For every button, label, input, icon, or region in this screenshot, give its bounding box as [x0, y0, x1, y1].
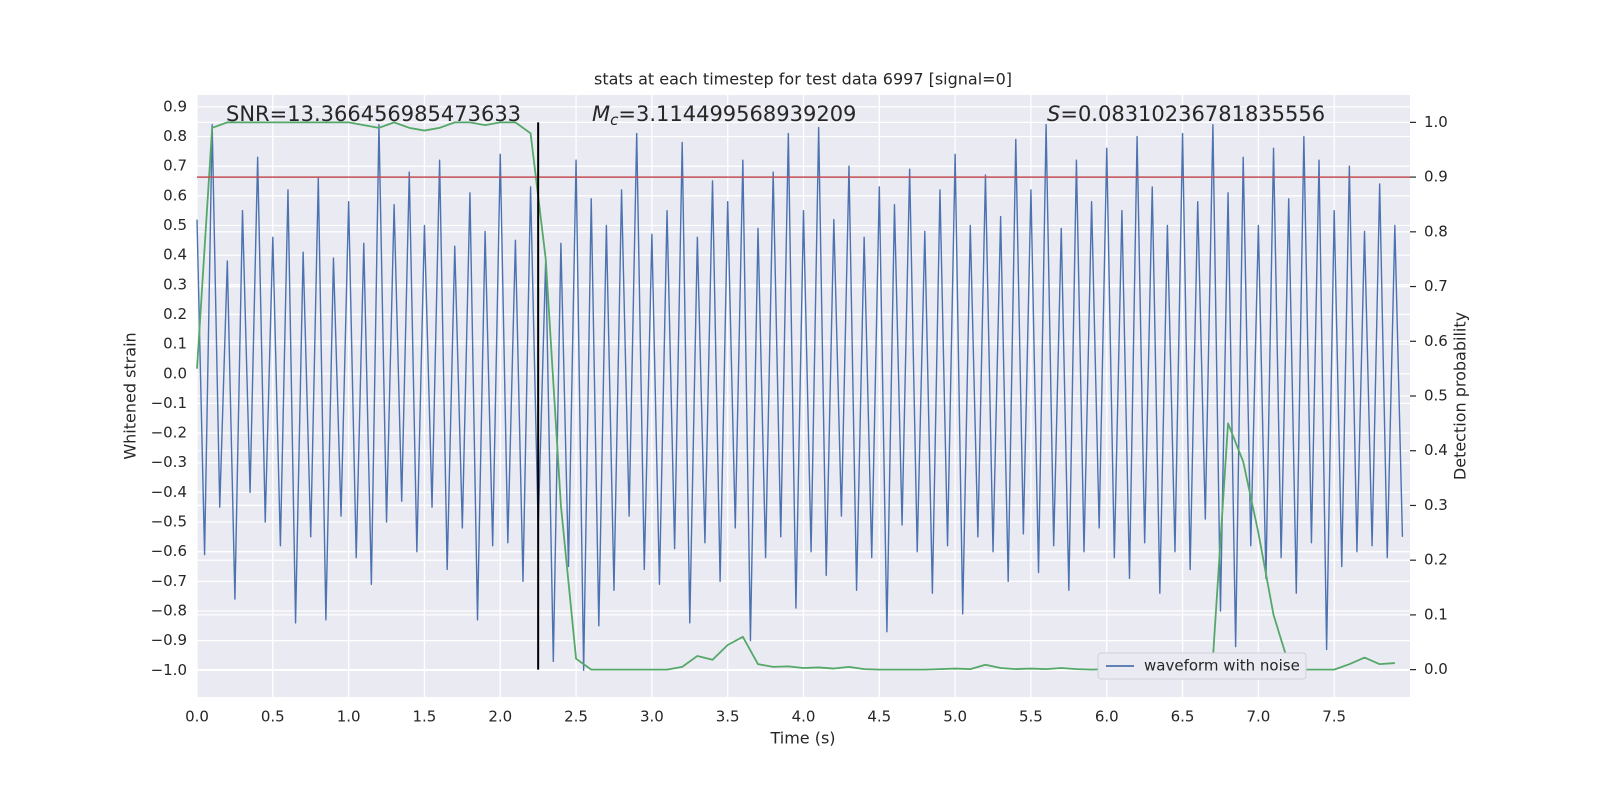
x-axis-label: Time (s): [769, 729, 835, 748]
x-tick-label: 2.5: [564, 708, 588, 726]
y-tick-label: −0.4: [151, 483, 187, 501]
x-tick-label: 1.0: [337, 708, 361, 726]
y-tick-label: −1.0: [151, 661, 187, 679]
x-tick-label: 5.0: [943, 708, 967, 726]
y2-tick-label: 0.8: [1424, 222, 1448, 240]
y-tick-label: −0.7: [151, 572, 187, 590]
y-tick-label: 0.3: [163, 275, 187, 293]
mc-subscript: c: [610, 111, 619, 129]
x-tick-label: 0.0: [185, 708, 209, 726]
x-tick-label: 0.5: [261, 708, 285, 726]
x-tick-label: 4.0: [792, 708, 816, 726]
y-tick-label: 0.9: [163, 97, 187, 115]
x-tick-label: 3.5: [716, 708, 740, 726]
legend-box: [1097, 652, 1307, 680]
y2-tick-label: 0.0: [1424, 660, 1448, 678]
y2-tick-label: 0.5: [1424, 387, 1448, 405]
x-tick-label: 4.5: [867, 708, 891, 726]
y-tick-label: 0.0: [163, 364, 187, 382]
y2-tick-label: 0.1: [1424, 605, 1448, 623]
x-tick-label: 6.0: [1095, 708, 1119, 726]
y-axis-label: Whitened strain: [121, 332, 140, 459]
y-tick-label: 0.1: [163, 335, 187, 353]
s-symbol: S: [1047, 102, 1060, 126]
y2-tick-label: 1.0: [1424, 113, 1448, 131]
s-annotation: S=0.08310236781835556: [1047, 102, 1325, 126]
y-tick-label: 0.6: [163, 186, 187, 204]
y2-tick-label: 0.7: [1424, 277, 1448, 295]
x-tick-label: 5.5: [1019, 708, 1043, 726]
y2-tick-label: 0.6: [1424, 332, 1448, 350]
legend: waveform with noise: [1097, 652, 1307, 680]
y-tick-label: 0.4: [163, 246, 187, 264]
y-tick-label: −0.1: [151, 394, 187, 412]
mc-annotation: Mc=3.114499568939209: [592, 102, 856, 129]
y2-axis-label: Detection probability: [1451, 312, 1470, 480]
snr-annotation: SNR=13.366456985473633: [226, 102, 521, 126]
y-tick-label: −0.3: [151, 453, 187, 471]
y2-tick-label: 0.2: [1424, 551, 1448, 569]
y-tick-label: 0.8: [163, 127, 187, 145]
legend-label: waveform with noise: [1144, 657, 1300, 675]
x-tick-label: 6.5: [1171, 708, 1195, 726]
y-tick-label: −0.6: [151, 542, 187, 560]
mc-value: =3.114499568939209: [618, 102, 856, 126]
y-tick-label: 0.5: [163, 216, 187, 234]
labels: 0.0 0.5 1.0 1.5 2.0 2.5 3.0 3.5 4.0 4.5 5.0 5.5 6.0 6…: [151, 97, 1448, 725]
y2-tick-label: 0.4: [1424, 441, 1448, 459]
x-tick-label: 2.0: [488, 708, 512, 726]
waveform-line: [196, 123, 1404, 672]
s-value: =0.08310236781835556: [1060, 102, 1325, 126]
y2-tick-label: 0.3: [1424, 496, 1448, 514]
chart-title: stats at each timestep for test data 699…: [594, 70, 1012, 89]
y-tick-label: −0.2: [151, 424, 187, 442]
y-tick-label: 0.7: [163, 157, 187, 175]
y2-tick-label: 0.9: [1424, 168, 1448, 186]
x-tick-label: 7.5: [1322, 708, 1346, 726]
x-tick-label: 3.0: [640, 708, 664, 726]
y-tick-label: 0.2: [163, 305, 187, 323]
mc-symbol: M: [592, 102, 610, 126]
y-tick-label: −0.5: [151, 513, 187, 531]
x-tick-label: 1.5: [413, 708, 437, 726]
y-tick-label: −0.8: [151, 602, 187, 620]
x-tick-label: 7.0: [1246, 708, 1270, 726]
y-tick-label: −0.9: [151, 631, 187, 649]
